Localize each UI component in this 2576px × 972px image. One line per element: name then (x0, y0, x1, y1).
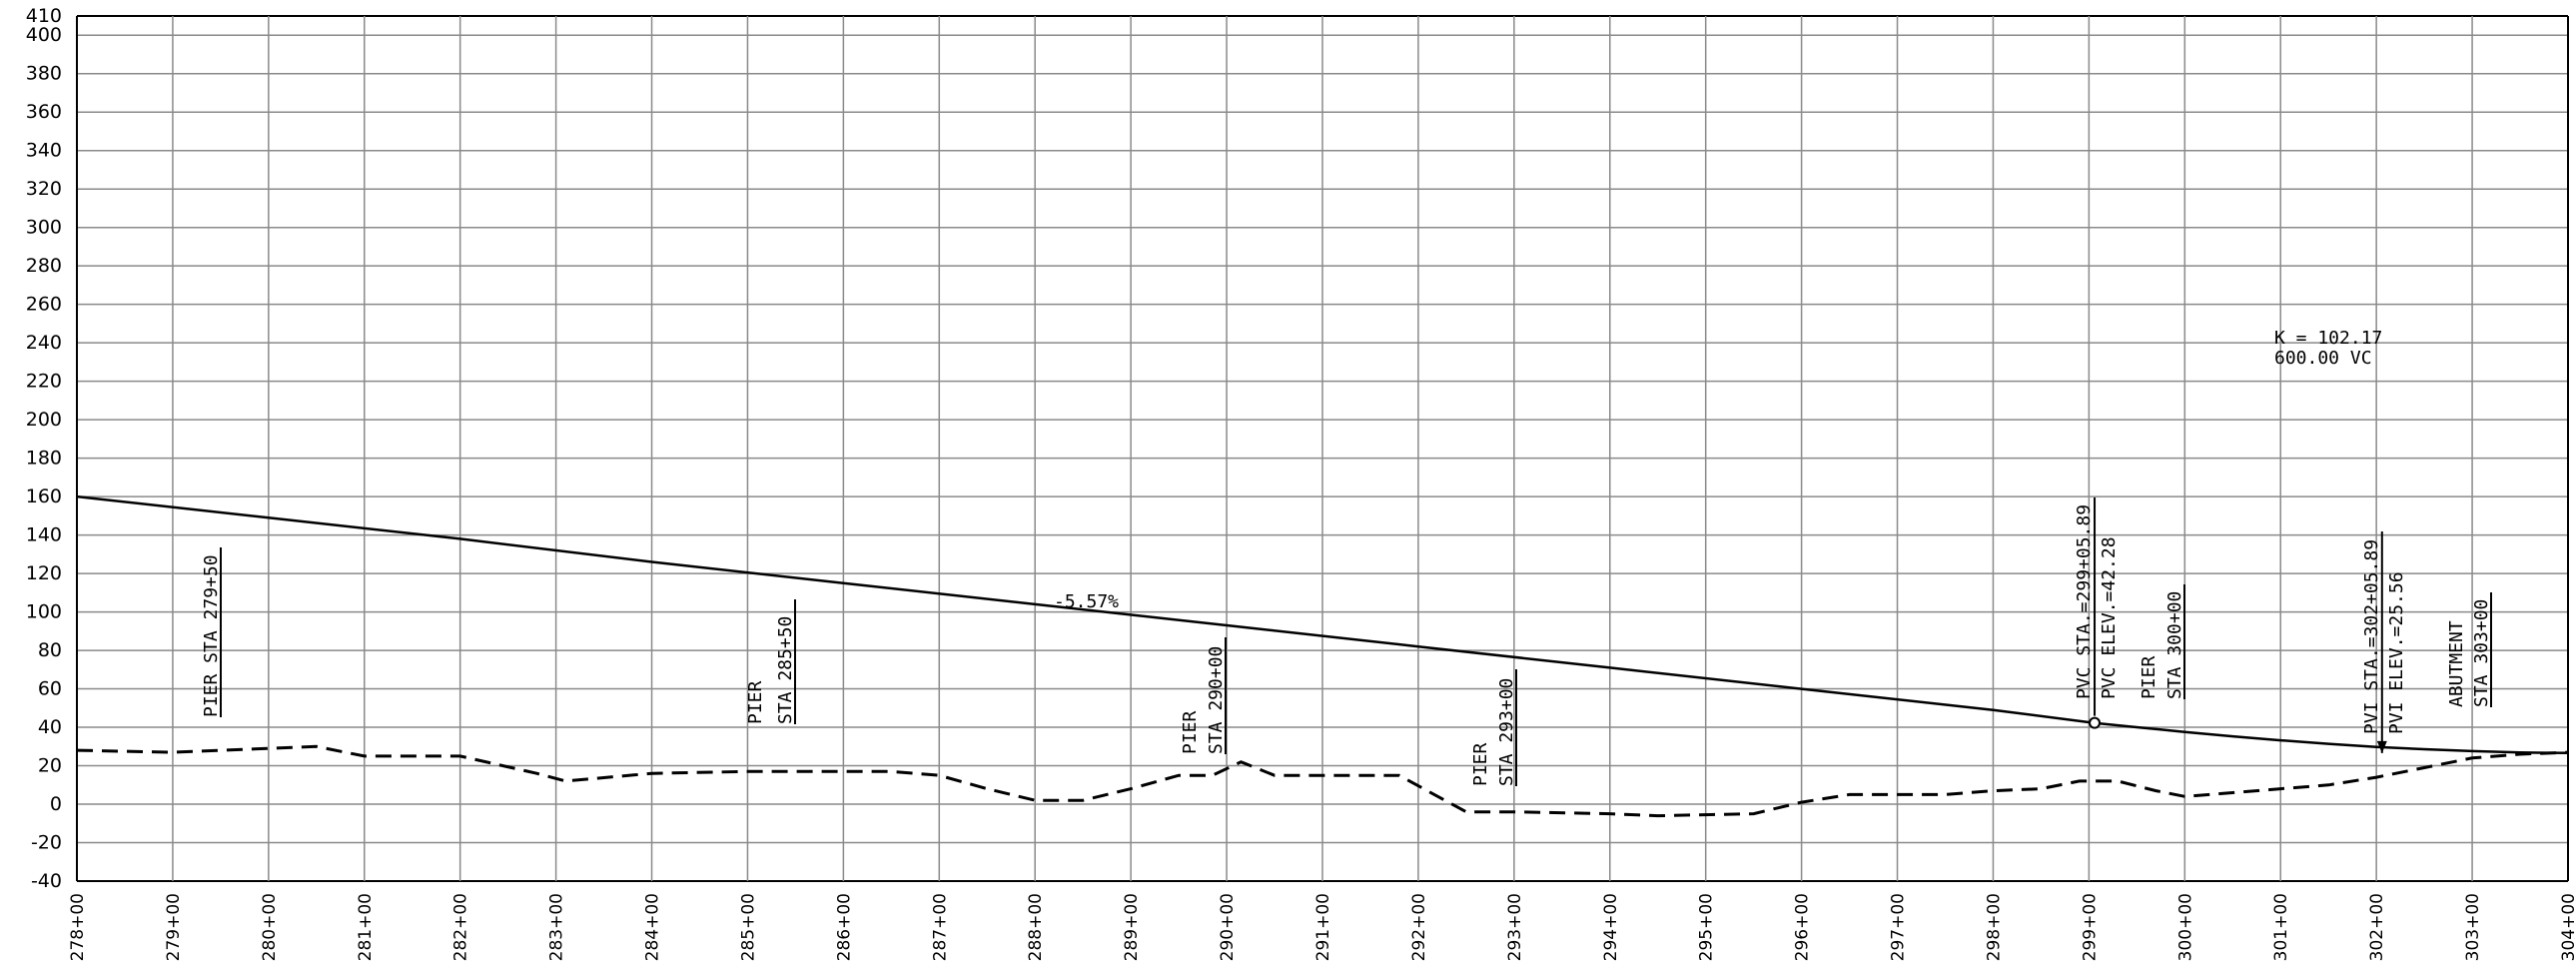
pier-300-label-2: STA 300+00 (2164, 591, 2185, 699)
x-tick-label: 290+00 (1218, 893, 1238, 961)
pier-300-label-1: PIER (2139, 655, 2159, 699)
x-tick-label: 297+00 (1889, 893, 1909, 961)
x-tick-label: 295+00 (1697, 893, 1717, 961)
point-layer (2089, 497, 2387, 753)
y-tick-label: 0 (50, 793, 62, 815)
pvi-arrow (2376, 740, 2387, 753)
vc-length-label: 600.00 VC (2274, 348, 2372, 369)
x-tick-label: 292+00 (1409, 893, 1429, 961)
pier-293-label-1: PIER (1470, 742, 1491, 786)
x-tick-label: 281+00 (356, 893, 376, 961)
y-tick-label: 40 (38, 716, 62, 738)
x-tick-label: 278+00 (68, 893, 88, 961)
profile-grade-line (76, 494, 2569, 755)
y-tick-label: 410 (26, 5, 62, 27)
pier-285-label-1: PIER (745, 680, 766, 724)
y-tick-label: 140 (26, 524, 62, 546)
pvi-elev-label: PVI ELEV.=25.56 (2386, 571, 2407, 734)
pier-285-label-2: STA 285+50 (775, 616, 796, 724)
y-tick-label: 380 (26, 63, 62, 85)
k-value-label: K = 102.17 (2274, 328, 2382, 349)
y-tick-label: 200 (26, 409, 62, 431)
y-tick-label: 180 (26, 448, 62, 470)
y-tick-label: 60 (38, 678, 62, 700)
x-tick-label: 293+00 (1505, 893, 1525, 961)
pier-290-label-1: PIER (1180, 710, 1201, 754)
x-tick-label: 300+00 (2175, 893, 2195, 961)
y-tick-label: 80 (38, 639, 62, 661)
x-tick-label: 294+00 (1601, 893, 1621, 961)
pvc-point (2089, 716, 2102, 729)
y-tick-label: 120 (26, 562, 62, 584)
y-tick-label: 300 (26, 217, 62, 239)
y-tick-label: 240 (26, 332, 62, 354)
x-tick-label: 286+00 (834, 893, 854, 961)
y-tick-label: 400 (26, 24, 62, 46)
x-tick-label: 287+00 (930, 893, 950, 961)
y-tick-label: 360 (26, 101, 62, 123)
y-tick-label: 260 (26, 294, 62, 316)
x-tick-label: 299+00 (2080, 893, 2100, 961)
pier-279-label: PIER STA 279+50 (201, 554, 222, 717)
x-tick-label: 288+00 (1026, 893, 1046, 961)
grid (76, 15, 2569, 882)
y-tick-label: 20 (38, 755, 62, 777)
x-tick-label: 304+00 (2559, 893, 2576, 961)
y-tick-label: 320 (26, 178, 62, 200)
pvi-sta-label: PVI STA.=302+05.89 (2361, 539, 2382, 734)
x-tick-label: 289+00 (1122, 893, 1142, 961)
x-tick-label: 296+00 (1793, 893, 1813, 961)
y-tick-labels: 4104003803603403203002802602402202001801… (26, 5, 62, 892)
x-tick-label: 284+00 (643, 893, 663, 961)
x-tick-label: 291+00 (1313, 893, 1333, 961)
x-tick-label: 282+00 (451, 893, 471, 961)
x-tick-label: 283+00 (547, 893, 567, 961)
y-tick-label: -40 (31, 870, 62, 892)
y-tick-label: 340 (26, 140, 62, 162)
x-tick-label: 302+00 (2367, 893, 2387, 961)
pvc-sta-label: PVC STA.=299+05.89 (2074, 504, 2095, 699)
y-tick-label: -20 (31, 832, 62, 854)
x-tick-label: 279+00 (164, 893, 184, 961)
series-layer (76, 494, 2569, 818)
y-tick-label: 280 (26, 255, 62, 277)
annotations: -5.57% K = 102.17 600.00 VC PIER STA 279… (201, 328, 2492, 786)
x-tick-label: 298+00 (1984, 893, 2004, 961)
x-tick-label: 285+00 (738, 893, 758, 961)
x-tick-labels: 278+00 279+00 280+00 281+00 282+00 283+00 284+… (68, 893, 2576, 961)
y-tick-label: 220 (26, 371, 62, 393)
pier-290-label-2: STA 290+00 (1206, 646, 1227, 754)
abutment-label-2: STA 303+00 (2471, 599, 2492, 707)
x-tick-label: 280+00 (260, 893, 280, 961)
grade-label: -5.57% (1054, 591, 1119, 612)
existing-ground-line (76, 744, 2569, 818)
pvc-elev-label: PVC ELEV.=42.28 (2099, 536, 2120, 699)
y-tick-label: 160 (26, 486, 62, 507)
pier-293-label-2: STA 293+00 (1496, 678, 1517, 786)
y-tick-label: 100 (26, 601, 62, 623)
abutment-label-1: ABUTMENT (2446, 620, 2467, 707)
x-tick-label: 303+00 (2463, 893, 2483, 961)
x-tick-label: 301+00 (2271, 893, 2291, 961)
